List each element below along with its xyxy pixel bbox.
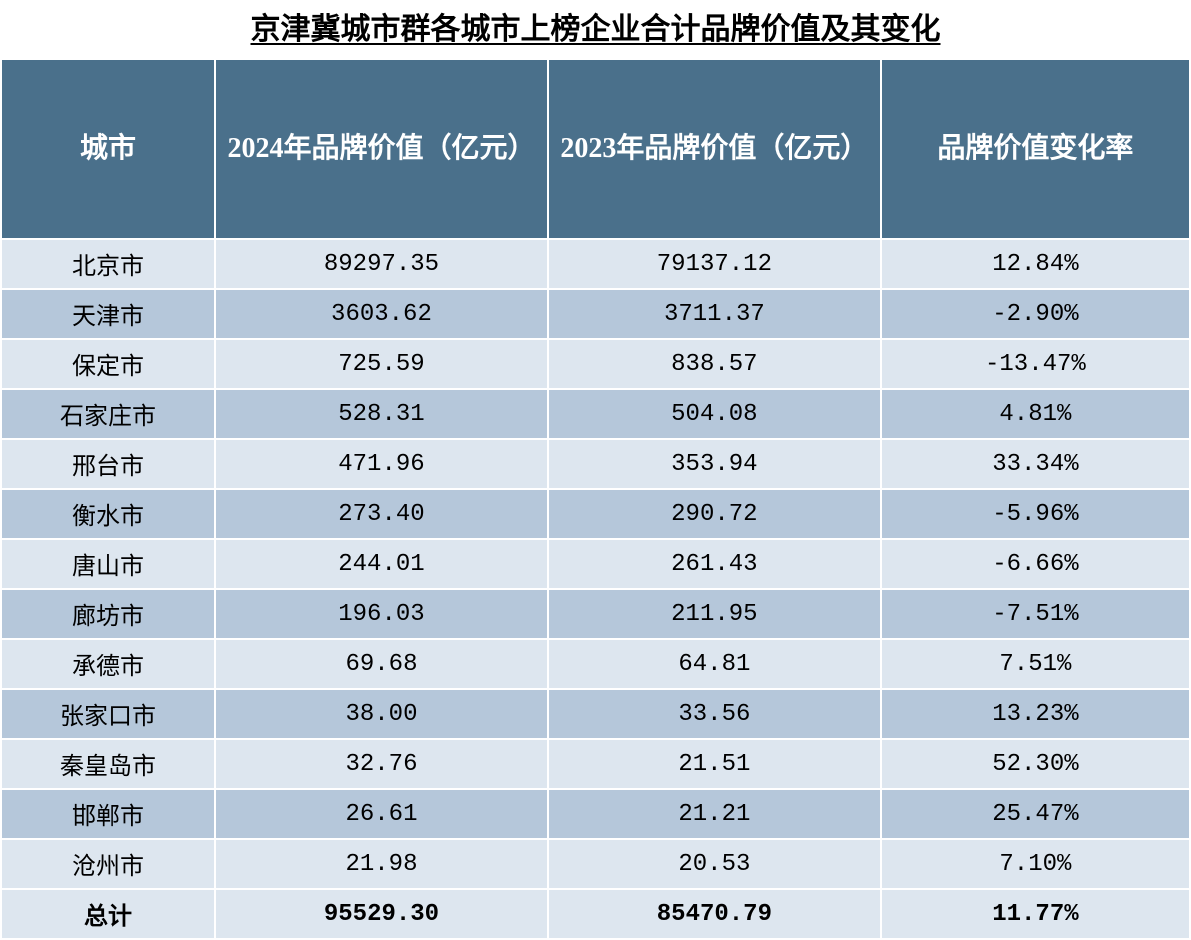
cell-2024: 26.61 <box>215 789 548 839</box>
table-row: 保定市725.59838.57-13.47% <box>1 339 1190 389</box>
cell-2023: 3711.37 <box>548 289 881 339</box>
cell-city: 承德市 <box>1 639 215 689</box>
cell-2023: 211.95 <box>548 589 881 639</box>
cell-2023: 21.51 <box>548 739 881 789</box>
cell-city: 衡水市 <box>1 489 215 539</box>
total-cell-2023: 85470.79 <box>548 889 881 939</box>
cell-city: 唐山市 <box>1 539 215 589</box>
cell-2024: 3603.62 <box>215 289 548 339</box>
cell-change: 13.23% <box>881 689 1190 739</box>
cell-city: 天津市 <box>1 289 215 339</box>
col-2023: 2023年品牌价值（亿元） <box>548 59 881 239</box>
brand-value-table-container: 京津冀城市群各城市上榜企业合计品牌价值及其变化 城市 2024年品牌价值（亿元）… <box>0 0 1191 940</box>
cell-city: 沧州市 <box>1 839 215 889</box>
table-row: 石家庄市528.31504.084.81% <box>1 389 1190 439</box>
cell-change: -7.51% <box>881 589 1190 639</box>
table-row: 天津市3603.623711.37-2.90% <box>1 289 1190 339</box>
cell-city: 邢台市 <box>1 439 215 489</box>
cell-city: 秦皇岛市 <box>1 739 215 789</box>
cell-change: 33.34% <box>881 439 1190 489</box>
cell-change: -2.90% <box>881 289 1190 339</box>
table-row: 承德市69.6864.817.51% <box>1 639 1190 689</box>
cell-2023: 290.72 <box>548 489 881 539</box>
table-row: 唐山市244.01261.43-6.66% <box>1 539 1190 589</box>
cell-change: 12.84% <box>881 239 1190 289</box>
cell-2024: 21.98 <box>215 839 548 889</box>
cell-city: 北京市 <box>1 239 215 289</box>
total-cell-city: 总计 <box>1 889 215 939</box>
table-row: 邯郸市26.6121.2125.47% <box>1 789 1190 839</box>
cell-change: 52.30% <box>881 739 1190 789</box>
table-total-row: 总计95529.3085470.7911.77% <box>1 889 1190 939</box>
cell-2024: 273.40 <box>215 489 548 539</box>
cell-change: -13.47% <box>881 339 1190 389</box>
table-row: 沧州市21.9820.537.10% <box>1 839 1190 889</box>
table-row: 邢台市471.96353.9433.34% <box>1 439 1190 489</box>
cell-2024: 725.59 <box>215 339 548 389</box>
table-row: 秦皇岛市32.7621.5152.30% <box>1 739 1190 789</box>
cell-2023: 20.53 <box>548 839 881 889</box>
brand-value-table: 城市 2024年品牌价值（亿元） 2023年品牌价值（亿元） 品牌价值变化率 北… <box>0 58 1191 940</box>
cell-2024: 38.00 <box>215 689 548 739</box>
table-body: 北京市89297.3579137.1212.84%天津市3603.623711.… <box>1 239 1190 939</box>
cell-2024: 89297.35 <box>215 239 548 289</box>
cell-2024: 69.68 <box>215 639 548 689</box>
cell-2023: 33.56 <box>548 689 881 739</box>
cell-2023: 353.94 <box>548 439 881 489</box>
cell-2024: 196.03 <box>215 589 548 639</box>
total-cell-change: 11.77% <box>881 889 1190 939</box>
table-row: 衡水市273.40290.72-5.96% <box>1 489 1190 539</box>
cell-change: 7.10% <box>881 839 1190 889</box>
table-row: 北京市89297.3579137.1212.84% <box>1 239 1190 289</box>
cell-change: -5.96% <box>881 489 1190 539</box>
table-row: 廊坊市196.03211.95-7.51% <box>1 589 1190 639</box>
cell-2023: 64.81 <box>548 639 881 689</box>
cell-2023: 79137.12 <box>548 239 881 289</box>
cell-change: 7.51% <box>881 639 1190 689</box>
col-2024: 2024年品牌价值（亿元） <box>215 59 548 239</box>
table-title: 京津冀城市群各城市上榜企业合计品牌价值及其变化 <box>0 0 1191 58</box>
table-row: 张家口市38.0033.5613.23% <box>1 689 1190 739</box>
cell-2024: 471.96 <box>215 439 548 489</box>
cell-2024: 244.01 <box>215 539 548 589</box>
cell-city: 廊坊市 <box>1 589 215 639</box>
cell-change: 4.81% <box>881 389 1190 439</box>
cell-2023: 261.43 <box>548 539 881 589</box>
cell-2023: 21.21 <box>548 789 881 839</box>
cell-city: 保定市 <box>1 339 215 389</box>
cell-city: 张家口市 <box>1 689 215 739</box>
cell-2024: 528.31 <box>215 389 548 439</box>
col-city: 城市 <box>1 59 215 239</box>
cell-city: 邯郸市 <box>1 789 215 839</box>
cell-2024: 32.76 <box>215 739 548 789</box>
cell-city: 石家庄市 <box>1 389 215 439</box>
cell-2023: 504.08 <box>548 389 881 439</box>
cell-2023: 838.57 <box>548 339 881 389</box>
col-change: 品牌价值变化率 <box>881 59 1190 239</box>
total-cell-2024: 95529.30 <box>215 889 548 939</box>
cell-change: -6.66% <box>881 539 1190 589</box>
table-header-row: 城市 2024年品牌价值（亿元） 2023年品牌价值（亿元） 品牌价值变化率 <box>1 59 1190 239</box>
cell-change: 25.47% <box>881 789 1190 839</box>
